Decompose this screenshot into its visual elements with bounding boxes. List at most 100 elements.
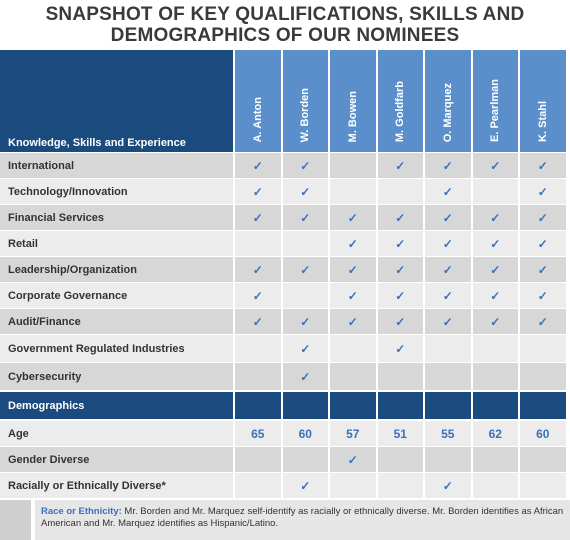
cell bbox=[235, 447, 281, 472]
cell: ✓ bbox=[472, 283, 518, 308]
cell: ✓ bbox=[235, 257, 281, 282]
section-cell bbox=[425, 392, 471, 419]
cell: ✓ bbox=[472, 309, 518, 334]
cell: ✓ bbox=[520, 231, 566, 256]
cell bbox=[330, 335, 376, 362]
section-cell bbox=[377, 392, 423, 419]
column-header: O. Marquez bbox=[425, 50, 471, 152]
section-cell bbox=[520, 392, 566, 419]
cell: 60 bbox=[520, 421, 566, 446]
cell: ✓ bbox=[235, 205, 281, 230]
row-label: Leadership/Organization bbox=[0, 257, 233, 282]
cell bbox=[235, 363, 281, 390]
row-label: Retail bbox=[0, 231, 233, 256]
row-label: Age bbox=[0, 421, 233, 446]
cell: ✓ bbox=[472, 205, 518, 230]
column-header: M. Bowen bbox=[330, 50, 376, 152]
cell: ✓ bbox=[377, 335, 423, 362]
cell: 57 bbox=[330, 421, 376, 446]
cell: ✓ bbox=[377, 283, 423, 308]
cell: ✓ bbox=[282, 363, 328, 390]
cell: 51 bbox=[377, 421, 423, 446]
column-name: M. Bowen bbox=[346, 90, 359, 142]
footnote-text: Mr. Borden and Mr. Marquez self-identify… bbox=[41, 506, 564, 529]
cell: ✓ bbox=[377, 205, 423, 230]
cell bbox=[282, 231, 328, 256]
cell: ✓ bbox=[282, 473, 328, 498]
column-name: O. Marquez bbox=[441, 82, 454, 142]
cell: ✓ bbox=[235, 179, 281, 204]
footnote-marker bbox=[0, 500, 31, 540]
column-header: E. Pearlman bbox=[472, 50, 518, 152]
cell: 65 bbox=[235, 421, 281, 446]
row-label: Corporate Governance bbox=[0, 283, 233, 308]
cell: ✓ bbox=[235, 153, 281, 178]
cell bbox=[425, 363, 471, 390]
cell: ✓ bbox=[472, 153, 518, 178]
row-label: Technology/Innovation bbox=[0, 179, 233, 204]
section-cell bbox=[330, 392, 376, 419]
title-line: SNAPSHOT OF KEY QUALIFICATIONS, SKILLS A… bbox=[45, 4, 525, 25]
cell: ✓ bbox=[425, 473, 471, 498]
cell: ✓ bbox=[377, 231, 423, 256]
cell bbox=[377, 179, 423, 204]
cell: ✓ bbox=[330, 309, 376, 334]
cell bbox=[282, 283, 328, 308]
section-cell bbox=[282, 392, 328, 419]
cell bbox=[520, 447, 566, 472]
title-line: DEMOGRAPHICS OF OUR NOMINEES bbox=[110, 25, 460, 46]
cell: ✓ bbox=[377, 309, 423, 334]
cell: ✓ bbox=[425, 179, 471, 204]
row-label: International bbox=[0, 153, 233, 178]
cell: ✓ bbox=[377, 257, 423, 282]
cell: ✓ bbox=[425, 309, 471, 334]
footnote: Race or Ethnicity: Mr. Borden and Mr. Ma… bbox=[35, 500, 570, 540]
cell: ✓ bbox=[520, 309, 566, 334]
cell: ✓ bbox=[235, 309, 281, 334]
cell: ✓ bbox=[330, 257, 376, 282]
column-name: W. Borden bbox=[299, 87, 312, 142]
cell: ✓ bbox=[282, 179, 328, 204]
cell bbox=[520, 363, 566, 390]
cell: ✓ bbox=[282, 335, 328, 362]
cell: ✓ bbox=[520, 257, 566, 282]
cell bbox=[330, 153, 376, 178]
cell: ✓ bbox=[520, 153, 566, 178]
cell: ✓ bbox=[235, 283, 281, 308]
cell: ✓ bbox=[425, 153, 471, 178]
cell: ✓ bbox=[330, 231, 376, 256]
row-label: Gender Diverse bbox=[0, 447, 233, 472]
cell bbox=[235, 335, 281, 362]
cell: 60 bbox=[282, 421, 328, 446]
section-cell bbox=[235, 392, 281, 419]
column-header: A. Anton bbox=[235, 50, 281, 152]
footnote-label: Race or Ethnicity: bbox=[41, 506, 122, 517]
cell: ✓ bbox=[330, 447, 376, 472]
cell bbox=[520, 473, 566, 498]
cell: ✓ bbox=[520, 205, 566, 230]
row-label: Government Regulated Industries bbox=[0, 335, 233, 362]
cell: ✓ bbox=[472, 231, 518, 256]
cell bbox=[235, 473, 281, 498]
cell: ✓ bbox=[425, 231, 471, 256]
cell bbox=[330, 179, 376, 204]
cell: 62 bbox=[472, 421, 518, 446]
cell: ✓ bbox=[377, 153, 423, 178]
cell: ✓ bbox=[330, 283, 376, 308]
cell bbox=[235, 231, 281, 256]
cell bbox=[472, 363, 518, 390]
cell bbox=[425, 447, 471, 472]
cell: ✓ bbox=[330, 205, 376, 230]
corner-header: Knowledge, Skills and Experience bbox=[0, 50, 233, 152]
section-cell bbox=[472, 392, 518, 419]
cell: ✓ bbox=[282, 205, 328, 230]
cell bbox=[472, 473, 518, 498]
cell: ✓ bbox=[282, 153, 328, 178]
section-header: Demographics bbox=[0, 392, 233, 419]
column-name: E. Pearlman bbox=[489, 79, 502, 142]
cell bbox=[330, 363, 376, 390]
column-name: K. Stahl bbox=[536, 101, 549, 142]
column-name: M. Goldfarb bbox=[394, 80, 407, 142]
cell: ✓ bbox=[520, 179, 566, 204]
